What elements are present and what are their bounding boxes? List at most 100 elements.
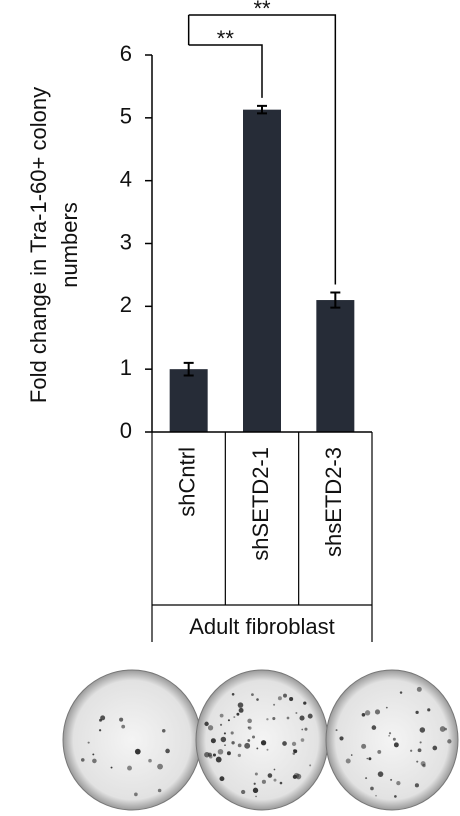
colony-spot — [227, 751, 231, 755]
colony-spot — [283, 694, 287, 698]
colony-spot — [378, 771, 384, 777]
colony-spot — [282, 741, 287, 746]
colony-spot — [368, 757, 371, 760]
colony-spot — [220, 714, 224, 718]
colony-spot — [224, 744, 226, 746]
y-axis-label: numbers — [57, 202, 82, 288]
colony-spot — [339, 736, 343, 740]
y-axis-label: Fold change in Tra-1-60+ colony — [26, 87, 51, 403]
colony-spot — [100, 715, 105, 720]
colony-spot — [389, 732, 391, 734]
colony-spot — [92, 759, 97, 764]
colony-spot — [238, 702, 244, 708]
plate — [63, 670, 201, 810]
colony-spot — [256, 747, 258, 749]
colony-spot — [254, 783, 256, 785]
colony-spot — [394, 795, 397, 798]
colony-spot — [266, 718, 268, 720]
colony-spot — [162, 729, 166, 733]
colony-spot — [375, 709, 380, 714]
colony-spot — [366, 758, 368, 760]
colony-spot — [390, 779, 392, 781]
colony-spot — [351, 754, 353, 756]
colony-spot — [255, 772, 258, 775]
colony-spot — [208, 725, 213, 730]
colony-spot — [268, 773, 273, 778]
colony-spot — [232, 693, 235, 696]
colony-spot — [417, 687, 422, 692]
colony-spot — [274, 769, 276, 771]
colony-spot — [262, 780, 266, 784]
colony-spot — [420, 727, 425, 732]
colony-spot — [293, 749, 296, 752]
colony-spot — [219, 776, 224, 781]
colony-spot — [420, 741, 422, 743]
figure: Fold change in Tra-1-60+ colonynumbers01… — [0, 0, 460, 816]
y-tick-label: 3 — [120, 229, 132, 254]
colony-spot — [394, 742, 399, 747]
colony-spot — [134, 793, 138, 797]
colony-spot — [273, 704, 275, 706]
colony-spot — [213, 753, 216, 756]
colony-spot — [365, 777, 367, 779]
colony-spot — [247, 719, 252, 724]
colony-spot — [416, 761, 418, 763]
colony-spot — [370, 787, 374, 791]
colony-spot — [415, 711, 418, 714]
colony-spot — [216, 757, 222, 763]
colony-spot — [99, 729, 101, 731]
colony-spot — [365, 710, 370, 715]
colony-spot — [231, 731, 234, 734]
colony-spot — [218, 749, 224, 755]
colony-spot — [158, 789, 162, 793]
colony-spot — [221, 737, 226, 742]
colony-spot — [388, 735, 390, 737]
colony-spot — [239, 708, 244, 713]
colony-spot — [377, 750, 381, 754]
colony-spot — [292, 742, 296, 746]
y-tick-label: 2 — [120, 292, 132, 317]
colony-spot — [444, 728, 447, 731]
y-tick-label: 5 — [120, 104, 132, 129]
colony-spot — [415, 783, 419, 787]
colony-spot — [362, 713, 366, 717]
y-tick-label: 4 — [120, 166, 132, 191]
colony-spot — [238, 754, 241, 757]
colony-spot — [418, 748, 422, 752]
colony-spot — [121, 725, 125, 729]
colony-spot — [231, 741, 234, 744]
colony-spot — [148, 759, 152, 763]
colony-spot — [293, 775, 297, 779]
colony-spot — [295, 712, 297, 714]
colony-spot — [386, 707, 388, 709]
colony-spot — [81, 758, 85, 762]
colony-spot — [372, 725, 377, 730]
colony-spot — [111, 767, 113, 769]
colony-spot — [256, 698, 259, 701]
colony-spot — [393, 738, 396, 741]
bar — [170, 369, 208, 432]
colony-spot — [209, 755, 213, 759]
colony-spot — [238, 743, 242, 747]
colony-spot — [220, 724, 222, 726]
significance-bracket — [189, 45, 262, 98]
colony-spot — [88, 742, 90, 744]
colony-spot — [301, 738, 305, 742]
bar — [243, 110, 281, 432]
colony-spot — [244, 743, 250, 749]
colony-spot — [267, 749, 269, 751]
colony-spot — [309, 764, 311, 766]
colony-spot — [375, 795, 377, 797]
colony-spot — [247, 739, 250, 742]
colony-spot — [287, 717, 290, 720]
colony-spot — [228, 719, 230, 721]
colony-spot — [224, 732, 226, 734]
x-tick-label: shSETD2-1 — [248, 447, 273, 561]
colony-spot — [303, 702, 306, 705]
colony-spot — [204, 752, 209, 757]
colony-spot — [361, 744, 366, 749]
colony-spot — [447, 739, 451, 743]
colony-spot — [251, 693, 254, 696]
colony-spot — [304, 728, 307, 731]
x-tick-label: shsETD2-3 — [321, 447, 346, 557]
